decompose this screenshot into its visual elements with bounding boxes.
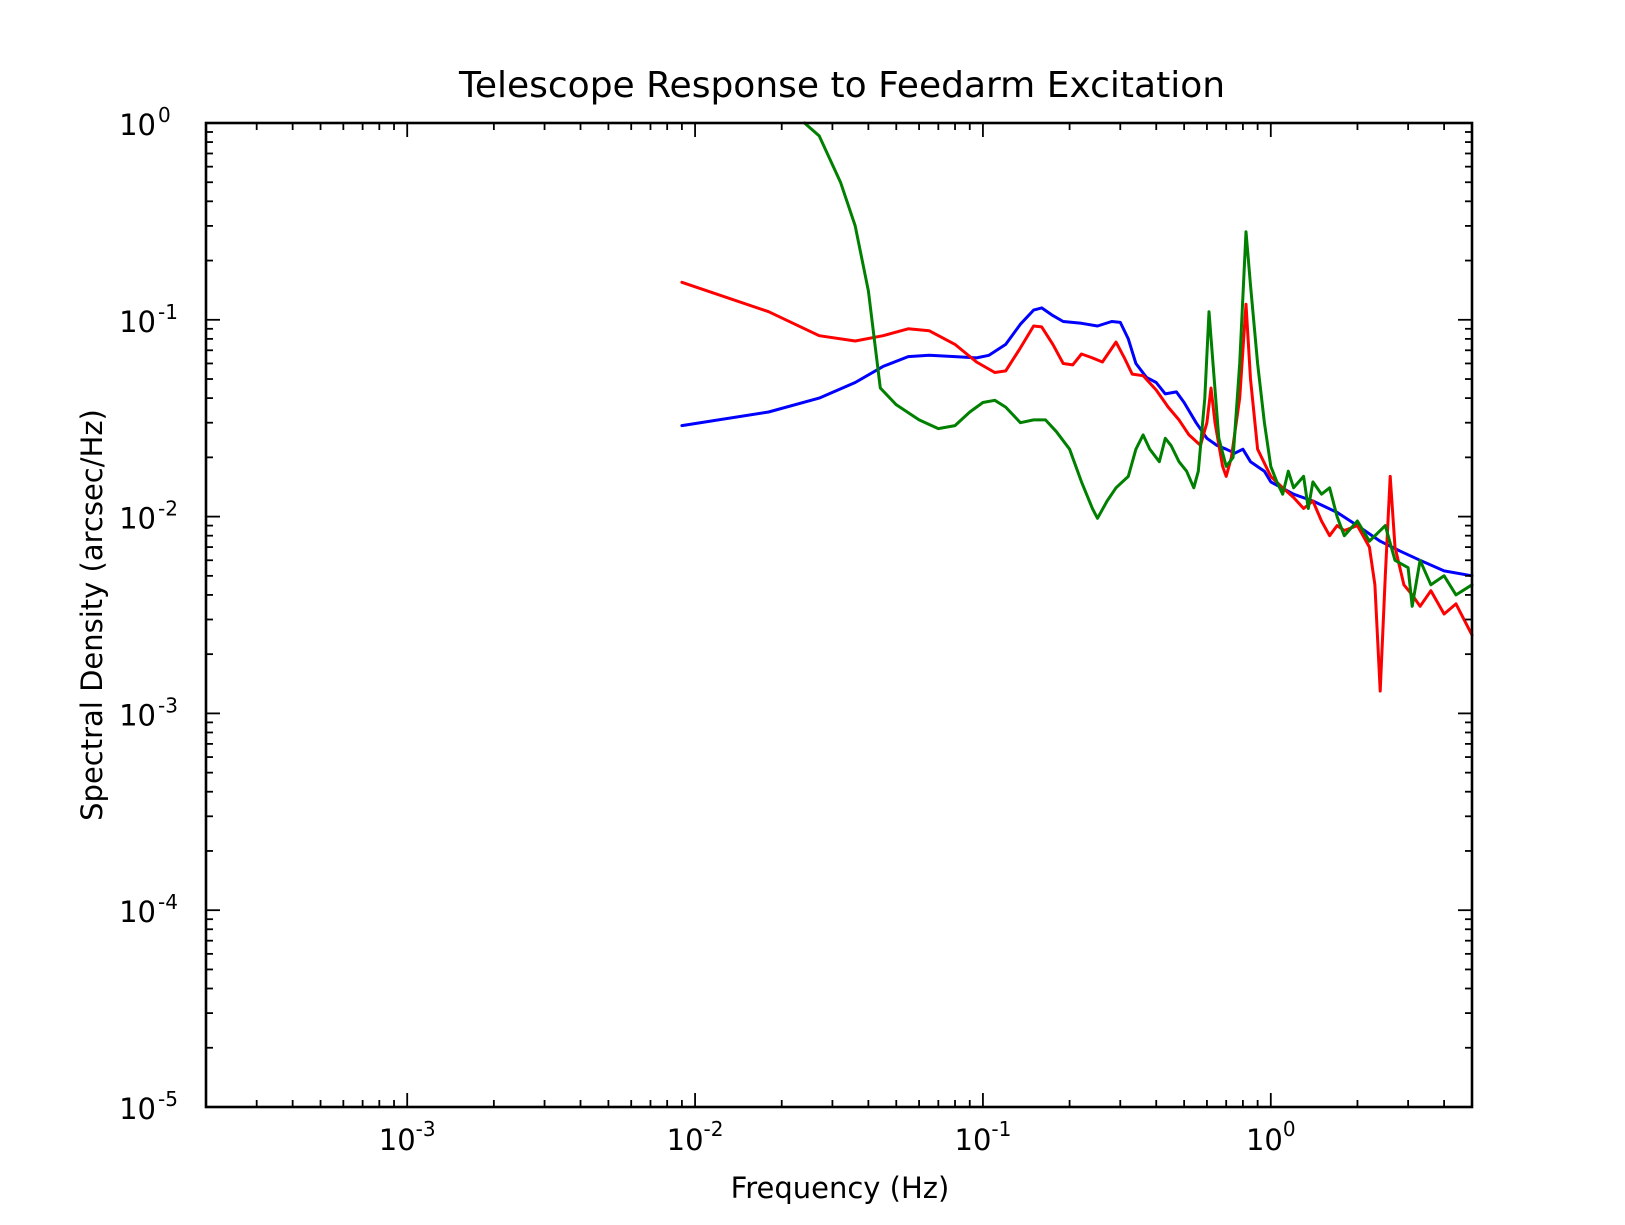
plot-frame bbox=[204, 121, 1474, 1109]
y-tick-label-exponent: 0 bbox=[158, 103, 171, 127]
y-axis-label: Spectral Density (arcsec/Hz) bbox=[75, 409, 109, 821]
y-tick-label-exponent: -5 bbox=[158, 1087, 178, 1111]
chart-title: Telescope Response to Feedarm Excitation bbox=[458, 65, 1225, 106]
y-tick-label: 10 bbox=[119, 108, 156, 142]
y-tick-label-base: 10 bbox=[119, 108, 156, 142]
y-tick-label-exponent: -3 bbox=[158, 693, 178, 717]
y-tick-label-base: 10 bbox=[119, 305, 156, 339]
series-line-green bbox=[803, 121, 1474, 608]
series-layer bbox=[680, 121, 1474, 693]
x-tick-label-exponent: -3 bbox=[416, 1117, 436, 1141]
y-tick-label-base: 10 bbox=[119, 895, 156, 929]
y-tick-label-exponent: -2 bbox=[158, 497, 178, 521]
y-tick-label: 10 bbox=[119, 895, 156, 929]
y-tick-label: 10 bbox=[119, 305, 156, 339]
x-tick-label-base: 10 bbox=[1246, 1123, 1283, 1157]
x-axis-label: Frequency (Hz) bbox=[731, 1171, 950, 1205]
series-line-red bbox=[680, 280, 1474, 693]
x-tick-label-exponent: -2 bbox=[704, 1117, 724, 1141]
x-tick-label-base: 10 bbox=[379, 1123, 416, 1157]
x-tick-labels: 10-3 10-2 10-1 100 bbox=[379, 1117, 1296, 1157]
x-tick-label-base: 10 bbox=[667, 1123, 704, 1157]
y-tick-label: 10 bbox=[119, 502, 156, 536]
y-tick-label-exponent: -4 bbox=[158, 890, 178, 914]
y-tick-label-exponent: -1 bbox=[158, 300, 178, 324]
x-tick-label: 100 bbox=[1246, 1117, 1296, 1157]
x-tick-label: 10-2 bbox=[667, 1117, 724, 1157]
x-tick-label-exponent: -1 bbox=[991, 1117, 1011, 1141]
x-tick-label: 10-1 bbox=[955, 1117, 1012, 1157]
x-tick-label-exponent: 0 bbox=[1283, 1117, 1296, 1141]
x-tick-label-base: 10 bbox=[955, 1123, 992, 1157]
y-tick-label: 10 bbox=[119, 698, 156, 732]
y-tick-label-base: 10 bbox=[119, 502, 156, 536]
x-tick-label: 10-3 bbox=[379, 1117, 436, 1157]
y-tick-label-base: 10 bbox=[119, 1092, 156, 1126]
y-tick-label: 10 bbox=[119, 1092, 156, 1126]
y-tick-label-base: 10 bbox=[119, 698, 156, 732]
